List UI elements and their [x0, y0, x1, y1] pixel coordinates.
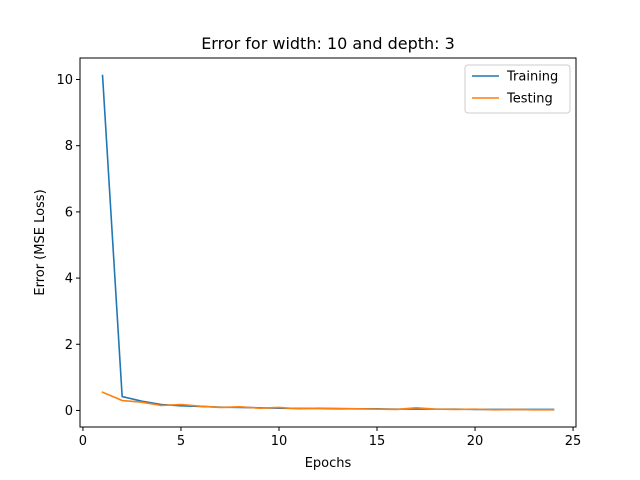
y-tick-label: 6: [65, 205, 73, 220]
y-tick-label: 8: [65, 139, 73, 154]
x-tick-label: 25: [565, 434, 582, 449]
y-tick-label: 2: [65, 338, 73, 353]
y-tick-label: 0: [65, 404, 73, 419]
x-tick-label: 15: [369, 434, 386, 449]
legend-label: Training: [506, 70, 558, 85]
plot-area: [79, 57, 577, 428]
legend-label: Testing: [506, 92, 553, 107]
y-tick-label: 10: [56, 73, 73, 88]
y-tick-label: 4: [65, 272, 73, 287]
x-axis: 0 5 10 15 20 25: [79, 427, 582, 449]
series-layer: [101, 74, 555, 411]
x-tick-label: 0: [79, 434, 87, 449]
x-tick-label: 20: [467, 434, 484, 449]
legend: Training Testing: [464, 64, 571, 114]
y-axis: 0 2 4 6 8 10: [56, 73, 80, 419]
x-tick-label: 5: [177, 434, 185, 449]
legend-box: [464, 64, 571, 114]
x-axis-label: Epochs: [305, 456, 352, 471]
x-tick-label: 10: [271, 434, 288, 449]
y-axis-label: Error (MSE Loss): [33, 189, 48, 295]
series-line-testing: [101, 391, 555, 411]
plot-frame: [79, 57, 577, 428]
chart-title: Error for width: 10 and depth: 3: [201, 34, 455, 53]
